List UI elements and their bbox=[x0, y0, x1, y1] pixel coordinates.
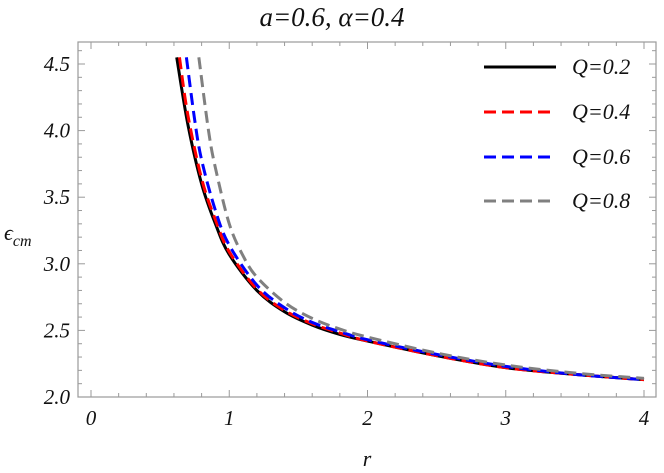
plot-frame bbox=[77, 41, 657, 398]
y-tick-label: 4.0 bbox=[44, 119, 71, 143]
legend-label: Q=0.8 bbox=[572, 188, 630, 213]
y-axis-label-sub: cm bbox=[13, 233, 32, 250]
y-tick-label: 2.0 bbox=[44, 385, 71, 409]
y-tick-label: 4.5 bbox=[44, 52, 70, 76]
legend-item: Q=0.6 bbox=[484, 144, 630, 169]
legend-item: Q=0.8 bbox=[484, 188, 630, 213]
axis-ticks bbox=[78, 42, 656, 398]
x-tick-label: 0 bbox=[86, 406, 97, 430]
x-tick-label: 2 bbox=[362, 406, 373, 430]
x-tick-labels: 0 1 2 3 4 bbox=[86, 406, 650, 430]
y-tick-label: 3.5 bbox=[43, 185, 70, 209]
legend-item: Q=0.2 bbox=[484, 54, 630, 79]
y-tick-labels: 2.0 2.5 3.0 3.5 4.0 4.5 bbox=[43, 52, 71, 409]
legend-label: Q=0.2 bbox=[572, 54, 630, 79]
chart-title: a=0.6, α=0.4 bbox=[259, 2, 405, 32]
y-tick-label: 3.0 bbox=[43, 252, 71, 276]
y-tick-label: 2.5 bbox=[44, 318, 70, 342]
data-series bbox=[175, 57, 645, 382]
x-axis-label: r bbox=[363, 446, 372, 471]
series-line-q-0-8 bbox=[197, 57, 645, 380]
y-axis-label-main: ϵ bbox=[4, 220, 14, 245]
x-tick-label: 4 bbox=[639, 406, 650, 430]
legend-label: Q=0.6 bbox=[572, 144, 630, 169]
legend: Q=0.2 Q=0.4 Q=0.6 Q=0.8 bbox=[484, 54, 630, 213]
plot-border bbox=[77, 41, 657, 398]
legend-label: Q=0.4 bbox=[572, 99, 630, 124]
series-line-q-0-6 bbox=[184, 57, 645, 382]
x-tick-label: 3 bbox=[500, 406, 512, 430]
x-tick-label: 1 bbox=[224, 406, 235, 430]
legend-item: Q=0.4 bbox=[484, 99, 630, 124]
y-axis-label: ϵcm bbox=[4, 220, 32, 250]
